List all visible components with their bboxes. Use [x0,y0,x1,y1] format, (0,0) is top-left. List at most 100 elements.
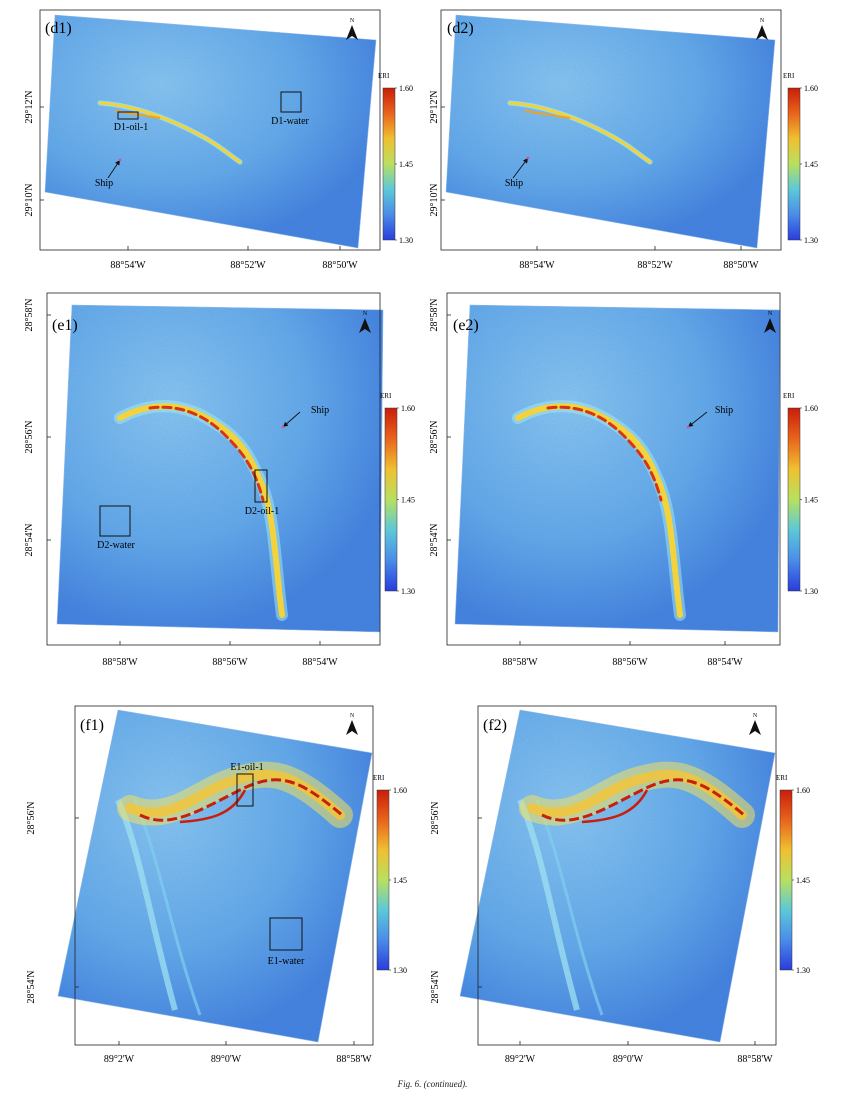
colorbar [787,87,801,241]
slick-hot [139,778,343,822]
ship-marker [686,425,690,429]
annotation-label: Ship [95,178,113,189]
north-arrow-icon [749,720,761,735]
map-footprint-edge [459,709,776,1043]
panel-label: (e2) [453,317,479,334]
lat-tick-label: 28°54'N [430,970,441,1003]
panel-f2: (f2) N 28°56'N 28°54'N 89°2'W 89°0'W 88°58'W ER… [430,705,810,1065]
north-arrow-icon [346,720,358,735]
colorbar-tick-label: 1.45 [796,876,810,885]
north-label: N [350,713,355,719]
sar-speckle [455,305,780,632]
ship-marker [281,425,285,429]
colorbar-tick-label: 1.30 [393,966,407,975]
lat-tick-label: 28°56'N [429,420,440,453]
panel-frame [477,705,777,1046]
lon-tick-label: 89°0'W [613,1054,644,1065]
lat-tick-label: 28°56'N [26,801,37,834]
roi-box [99,505,131,537]
lon-tick-label: 88°50'W [723,260,759,271]
panel-frame [39,9,381,251]
lon-tick-label: 88°52'W [230,260,266,271]
north-arrow-icon [359,318,371,333]
lon-tick-label: 89°2'W [104,1054,135,1065]
pointer-arrow-head [115,160,120,166]
annotation-label: Ship [715,405,733,416]
sar-speckle [45,15,376,248]
slick-hot [541,778,745,822]
map-footprint-edge [44,14,377,249]
lon-tick-label: 89°0'W [211,1054,242,1065]
colorbar-title: ERI [776,774,788,782]
colorbar-tick-label: 1.60 [804,84,818,93]
lon-tick-label: 88°54'W [110,260,146,271]
annotation-label: E1-oil-1 [230,762,263,773]
colorbar [384,407,398,592]
north-arrow-icon [346,25,358,40]
lat-tick-label: 29°12'N [24,90,35,123]
panel-e1: (e1) N 28°58'N 28°56'N 28°54'N 88°58'W 88°56'W… [24,292,415,668]
panel-frame [440,9,782,251]
lat-tick-label: 29°10'N [429,183,440,216]
map-image-d2 [446,15,775,248]
lat-tick-label: 28°58'N [429,298,440,331]
panel-frame [46,292,381,646]
lat-tick-label: 28°54'N [26,970,37,1003]
sar-speckle [446,15,775,248]
lat-tick-label: 28°56'N [430,801,441,834]
lat-tick-label: 28°58'N [24,298,35,331]
lon-tick-label: 88°54'W [519,260,555,271]
panel-d2: (d2) N 29°12'N 29°10'N 88°54'W 88°52'W 88°50'W… [429,9,818,271]
panel-label: (f1) [80,717,104,734]
north-label: N [768,311,773,317]
lon-tick-label: 88°52'W [637,260,673,271]
panel-e2: (e2) N 28°58'N 28°56'N 28°54'N 88°58'W 88°56'W… [429,292,818,668]
north-label: N [350,18,355,24]
annotation-label: D2-oil-1 [245,506,279,517]
colorbar-tick-label: 1.30 [401,587,415,596]
lat-tick-label: 28°56'N [24,420,35,453]
pointer-arrow-head [523,158,528,164]
north-label: N [760,18,765,24]
slick-hot-2 [179,789,247,824]
map-image-e2 [455,305,780,632]
colorbar [779,789,793,971]
colorbar [382,87,396,241]
colorbar-tick-label: 1.30 [796,966,810,975]
figure-caption: Fig. 6. (continued). [397,1079,468,1089]
colorbar-title: ERI [783,392,795,400]
lon-tick-label: 88°58'W [502,657,538,668]
lat-tick-label: 29°10'N [24,183,35,216]
colorbar-tick-label: 1.45 [401,496,415,505]
lat-tick-label: 28°54'N [24,523,35,556]
colorbar-tick-label: 1.30 [399,236,413,245]
lon-tick-label: 88°56'W [612,657,648,668]
roi-box [269,917,303,951]
sar-speckle [478,710,775,1042]
slick-hot [524,110,571,119]
annotation-label: D1-oil-1 [114,122,148,133]
sar-speckle [57,305,380,632]
ship-marker [118,158,122,162]
ship-marker [526,156,530,160]
roi-box [117,111,139,120]
colorbar [376,789,390,971]
colorbar-tick-label: 1.60 [401,404,415,413]
north-label: N [363,311,368,317]
colorbar-tick-label: 1.30 [804,587,818,596]
colorbar-tick-label: 1.60 [399,84,413,93]
colorbar-tick-label: 1.30 [804,236,818,245]
colorbar-tick-label: 1.60 [796,786,810,795]
annotation-label: Ship [505,178,523,189]
slick-core [98,101,242,164]
map-image-f1 [58,710,372,1042]
roi-box [236,773,254,807]
lon-tick-label: 88°54'W [707,657,743,668]
lon-tick-label: 88°58'W [102,657,138,668]
roi-box [254,469,268,503]
north-arrow-icon [756,25,768,40]
colorbar [787,407,801,592]
annotation-label: D2-water [97,540,135,551]
